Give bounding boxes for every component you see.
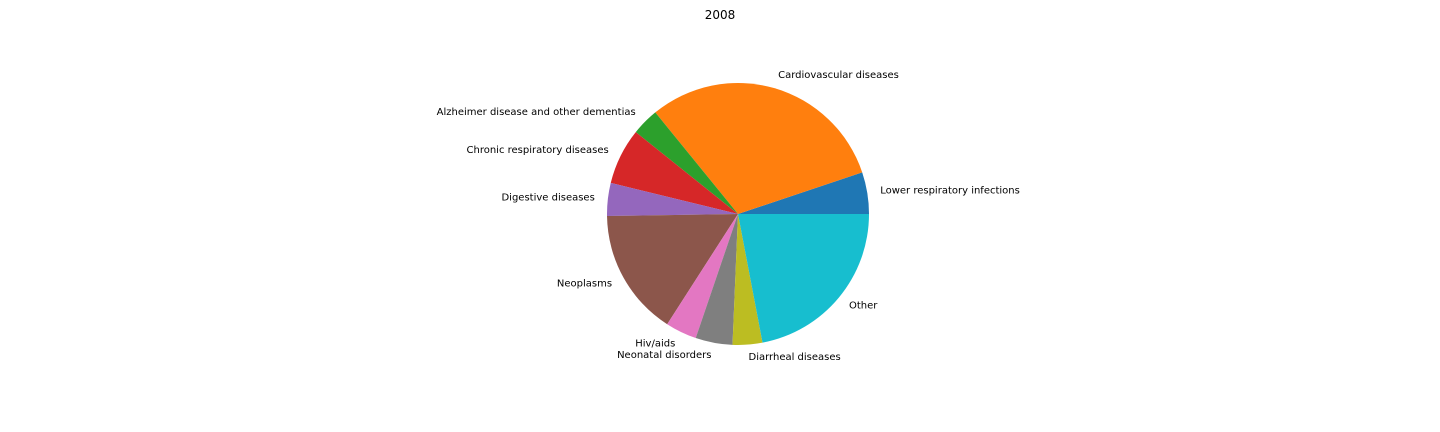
pie-slice-diarrheal-diseases	[732, 214, 763, 345]
pie-slice-cardiovascular-diseases	[655, 83, 863, 214]
pie-label-digestive-diseases: Digestive diseases	[501, 192, 594, 203]
pie-label-lower-respiratory-infections: Lower respiratory infections	[880, 185, 1020, 196]
pie-slice-alzheimer-disease-and-other-dementias	[635, 112, 738, 214]
pie-slice-neonatal-disorders	[695, 214, 738, 345]
pie-label-neonatal-disorders: Neonatal disorders	[617, 350, 711, 361]
pie-label-diarrheal-diseases: Diarrheal diseases	[749, 352, 841, 363]
pie-labels: Lower respiratory infections Cardiovascul…	[437, 70, 1020, 363]
pie-slice-neoplasms	[607, 214, 738, 325]
pie-label-chronic-respiratory-diseases: Chronic respiratory diseases	[467, 145, 609, 156]
pie-label-neoplasms: Neoplasms	[557, 279, 612, 290]
pie-slice-chronic-respiratory-diseases	[610, 132, 738, 214]
pie-slices	[607, 83, 869, 345]
pie-label-cardiovascular-diseases: Cardiovascular diseases	[778, 70, 899, 81]
pie-slice-hiv-aids	[667, 214, 738, 338]
pie-label-other: Other	[849, 300, 878, 311]
chart-title: 2008	[705, 8, 736, 22]
pie-slice-other	[738, 214, 869, 343]
pie-slice-digestive-diseases	[607, 182, 738, 217]
pie-slice-lower-respiratory-infections	[738, 172, 869, 214]
pie-label-hiv-aids: Hiv/aids	[635, 338, 675, 349]
pie-label-alzheimer-disease-and-other-dementias: Alzheimer disease and other dementias	[437, 107, 636, 118]
